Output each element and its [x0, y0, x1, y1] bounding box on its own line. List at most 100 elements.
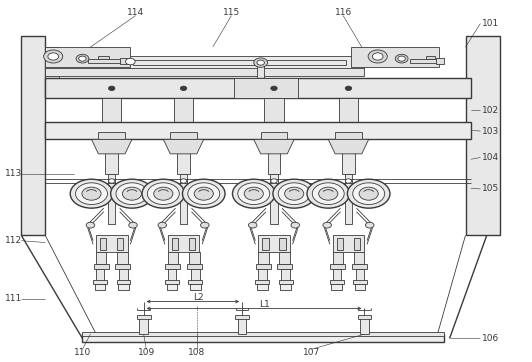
Bar: [117, 280, 130, 284]
Circle shape: [48, 53, 59, 60]
Bar: [177, 139, 190, 174]
Bar: [352, 264, 367, 269]
Circle shape: [319, 187, 338, 200]
Bar: [258, 235, 290, 252]
Text: 107: 107: [303, 349, 320, 357]
Bar: [45, 47, 59, 90]
Bar: [330, 264, 345, 269]
Bar: [168, 269, 176, 281]
Circle shape: [111, 179, 153, 208]
Bar: [339, 98, 358, 134]
Bar: [95, 284, 105, 290]
Bar: [45, 122, 471, 139]
Text: 113: 113: [5, 169, 22, 178]
Bar: [351, 47, 439, 67]
Circle shape: [79, 56, 86, 61]
Bar: [279, 238, 286, 250]
Circle shape: [86, 222, 95, 228]
Bar: [255, 280, 269, 284]
Circle shape: [238, 183, 270, 205]
Bar: [249, 83, 272, 87]
Bar: [426, 56, 435, 59]
Circle shape: [365, 222, 374, 228]
Bar: [261, 132, 287, 139]
Bar: [358, 315, 371, 319]
Bar: [93, 280, 107, 284]
Circle shape: [345, 86, 352, 90]
Circle shape: [76, 54, 89, 63]
Text: 111: 111: [5, 294, 22, 303]
Bar: [189, 238, 195, 250]
Bar: [332, 269, 341, 281]
Bar: [257, 284, 268, 290]
Bar: [174, 98, 193, 134]
Polygon shape: [92, 139, 132, 154]
Circle shape: [368, 50, 387, 63]
Bar: [94, 264, 109, 269]
Circle shape: [345, 179, 352, 183]
Circle shape: [312, 183, 344, 205]
Bar: [45, 68, 364, 76]
Bar: [264, 98, 284, 134]
Bar: [119, 269, 128, 281]
Circle shape: [122, 187, 142, 200]
Circle shape: [70, 179, 113, 208]
Bar: [342, 139, 355, 174]
Bar: [163, 191, 204, 196]
Bar: [188, 280, 202, 284]
Circle shape: [232, 179, 275, 208]
Bar: [96, 252, 106, 264]
Circle shape: [372, 53, 383, 60]
Circle shape: [273, 179, 315, 208]
Bar: [187, 264, 202, 269]
Bar: [345, 174, 352, 224]
Circle shape: [188, 183, 220, 205]
Bar: [117, 252, 128, 264]
Bar: [170, 132, 197, 139]
Bar: [258, 269, 267, 281]
Bar: [88, 59, 120, 63]
Bar: [257, 63, 264, 83]
Bar: [117, 238, 123, 250]
Circle shape: [182, 179, 225, 208]
Bar: [436, 58, 444, 64]
Circle shape: [147, 183, 179, 205]
Bar: [354, 252, 364, 264]
Bar: [360, 318, 369, 334]
Circle shape: [359, 187, 378, 200]
Bar: [137, 315, 151, 319]
Circle shape: [126, 58, 135, 65]
Bar: [168, 235, 200, 252]
Bar: [335, 132, 362, 139]
Bar: [139, 318, 148, 334]
Bar: [98, 56, 109, 59]
Circle shape: [82, 187, 101, 200]
Circle shape: [154, 187, 173, 200]
Circle shape: [44, 50, 63, 63]
Bar: [355, 284, 365, 290]
Bar: [45, 47, 130, 67]
Polygon shape: [328, 139, 369, 154]
Bar: [165, 264, 180, 269]
Bar: [168, 252, 178, 264]
Bar: [258, 252, 269, 264]
Circle shape: [244, 187, 263, 200]
Bar: [189, 252, 200, 264]
Bar: [133, 60, 346, 65]
Circle shape: [254, 58, 268, 67]
Bar: [262, 238, 269, 250]
Circle shape: [271, 86, 277, 90]
Circle shape: [109, 86, 115, 90]
Bar: [410, 59, 439, 63]
Circle shape: [158, 222, 167, 228]
Bar: [254, 191, 294, 196]
Bar: [356, 269, 364, 281]
Circle shape: [194, 187, 213, 200]
Bar: [277, 264, 292, 269]
Text: 105: 105: [481, 185, 498, 193]
Text: L1: L1: [259, 300, 270, 308]
Circle shape: [180, 179, 187, 183]
Text: 114: 114: [127, 8, 144, 17]
Bar: [328, 191, 369, 196]
Text: 112: 112: [5, 236, 22, 245]
